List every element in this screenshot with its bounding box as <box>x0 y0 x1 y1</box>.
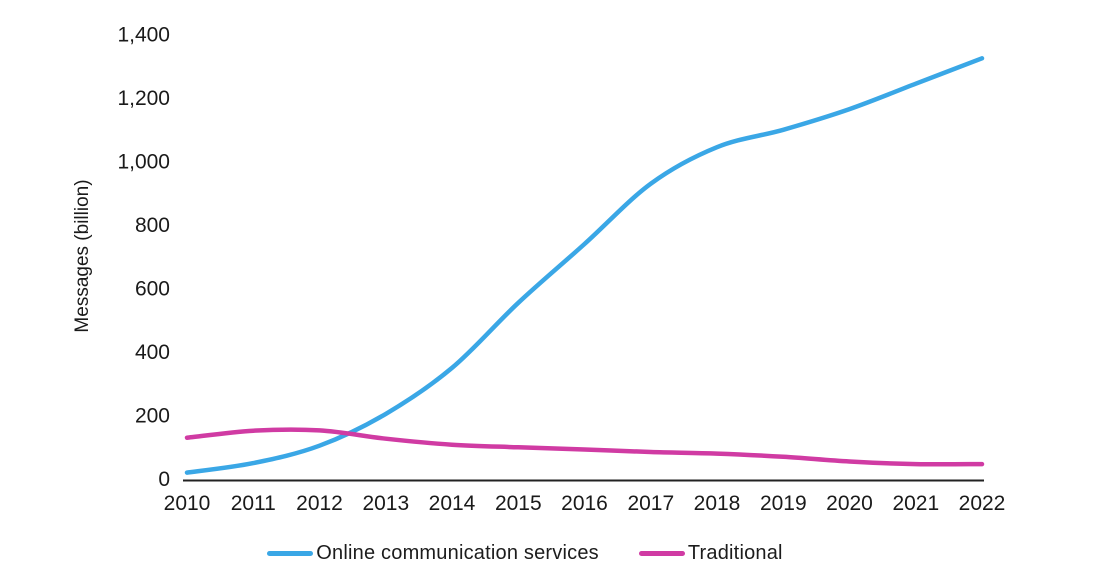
series-line-online-communication-services <box>184 56 985 475</box>
x-axis-tick-label: 2012 <box>296 492 343 515</box>
x-axis-tick-label: 2020 <box>826 492 873 515</box>
legend-item-traditional: Traditional <box>638 542 783 565</box>
x-axis-tick-label: 2021 <box>892 492 939 515</box>
legend: Online communication services Traditiona… <box>0 542 1050 565</box>
x-axis-tick-label: 2013 <box>362 492 409 515</box>
y-axis-tick-label: 400 <box>135 341 170 364</box>
x-axis-tick-label: 2011 <box>231 492 276 515</box>
series-line-traditional <box>184 427 985 467</box>
y-axis-title: Messages (billion) <box>72 179 93 332</box>
x-axis-tick-label: 2015 <box>495 492 542 515</box>
y-axis-tick-label: 600 <box>135 278 170 301</box>
y-axis-tick-label: 800 <box>135 214 170 237</box>
y-axis-tick-label: 0 <box>158 468 170 491</box>
y-axis-tick-label: 1,400 <box>117 24 170 47</box>
x-axis-tick-label: 2010 <box>164 492 211 515</box>
legend-label-online: Online communication services <box>316 542 599 564</box>
legend-label-traditional: Traditional <box>687 542 783 564</box>
x-axis-tick-label: 2019 <box>760 492 807 515</box>
y-axis-tick-label: 200 <box>135 405 170 428</box>
legend-item-online-communication-services: Online communication services <box>267 542 599 565</box>
x-axis-tick-label: 2018 <box>694 492 741 515</box>
y-axis-tick-label: 1,000 <box>117 151 170 174</box>
legend-swatch-online-icon <box>267 551 314 556</box>
x-axis-tick-label: 2017 <box>627 492 674 515</box>
x-axis-tick-label: 2014 <box>429 492 476 515</box>
line-chart: 0 200 400 600 800 1,000 1,200 1,400 Messages (bi… <box>72 24 1006 516</box>
legend-swatch-traditional-icon <box>638 551 685 556</box>
y-axis-tick-label: 1,200 <box>117 87 170 110</box>
x-axis-tick-label: 2022 <box>959 492 1006 515</box>
x-axis-tick-label: 2016 <box>561 492 608 515</box>
